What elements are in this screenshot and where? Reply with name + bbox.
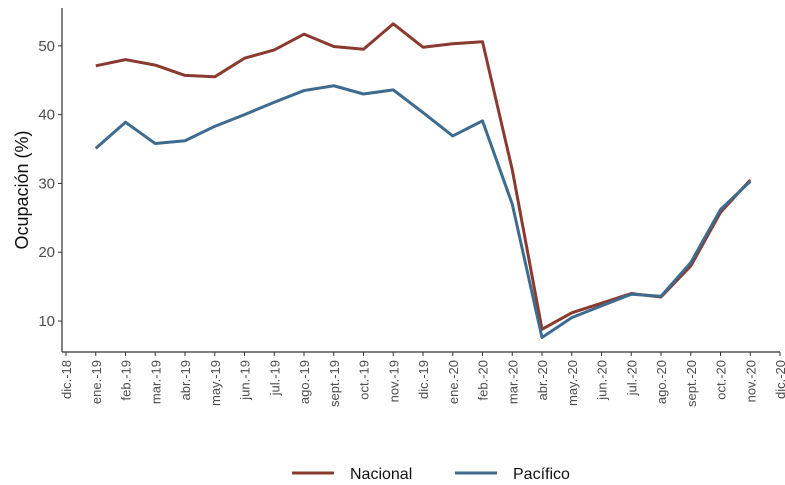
x-tick-label: ene.-20 <box>446 360 461 404</box>
legend-label: Pacífico <box>513 466 570 483</box>
x-tick-label: nov.-20 <box>743 360 758 402</box>
x-tick-label: jul.-19 <box>267 360 282 396</box>
series-line <box>94 84 752 340</box>
x-tick-label: ago.-20 <box>654 360 669 404</box>
x-tick-label: sept.-20 <box>684 360 699 407</box>
x-tick-label: dic.-20 <box>773 360 785 399</box>
x-tick-label: dic.-19 <box>416 360 431 399</box>
x-tick-label: sept.-19 <box>327 360 342 407</box>
x-tick-label: feb.-19 <box>119 360 134 400</box>
x-tick-label: abr.-19 <box>178 360 193 400</box>
x-tick-label: ene.-19 <box>89 360 104 404</box>
x-tick-label: may.-19 <box>208 360 223 406</box>
x-tick-label: jun.-20 <box>595 360 610 401</box>
x-tick-label: mar.-20 <box>505 360 520 404</box>
x-tick-label: abr.-20 <box>535 360 550 400</box>
y-axis-label: Ocupación (%) <box>12 130 32 249</box>
y-tick-label: 30 <box>38 175 55 192</box>
y-tick-label: 40 <box>38 107 55 124</box>
legend-label: Nacional <box>350 466 412 483</box>
y-tick-label: 20 <box>38 244 55 261</box>
y-tick-label: 50 <box>38 38 55 55</box>
x-tick-label: dic.-18 <box>59 360 74 399</box>
x-tick-label: may.-20 <box>565 360 580 406</box>
x-tick-label: jun.-19 <box>238 360 253 401</box>
x-tick-label: mar.-19 <box>148 360 163 404</box>
x-tick-label: jul.-20 <box>624 360 639 396</box>
y-tick-label: 10 <box>38 313 55 330</box>
x-tick-label: oct.-19 <box>357 360 372 400</box>
x-tick-label: nov.-19 <box>386 360 401 402</box>
x-tick-label: ago.-19 <box>297 360 312 404</box>
x-tick-label: oct.-20 <box>714 360 729 400</box>
x-tick-label: feb.-20 <box>476 360 491 400</box>
series-line <box>95 22 752 331</box>
